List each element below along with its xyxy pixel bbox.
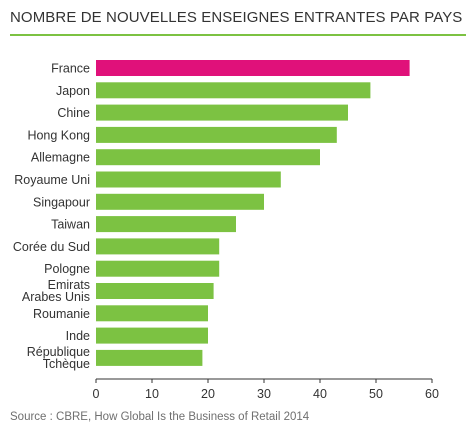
category-label-9: Pologne <box>44 262 90 276</box>
bar-7 <box>96 216 236 233</box>
category-label-1: Japon <box>56 84 90 98</box>
source-note: Source : CBRE, How Global Is the Busines… <box>10 411 310 423</box>
bar-6 <box>96 193 264 210</box>
category-label-12: Inde <box>66 329 90 343</box>
bar-8 <box>96 238 220 255</box>
bar-11 <box>96 305 208 322</box>
bar-0 <box>96 60 410 76</box>
x-tick-label-2: 20 <box>201 387 215 400</box>
category-label-8: Corée du Sud <box>13 240 90 254</box>
x-tick-label-3: 30 <box>257 387 271 400</box>
category-label-10: Emirats Arabes Unis <box>22 278 90 304</box>
x-tick-label-0: 0 <box>93 387 100 400</box>
x-tick-label-6: 60 <box>425 387 439 400</box>
bar-3 <box>96 126 337 143</box>
bar-4 <box>96 149 320 166</box>
bar-chart-plot: France Japon Chine Hong Kong Allemagne Royaum… <box>13 60 439 400</box>
title-underline <box>10 34 466 36</box>
bar-2 <box>96 104 348 121</box>
x-tick-label-5: 50 <box>369 387 383 400</box>
chart-title: NOMBRE DE NOUVELLES ENSEIGNES ENTRANTES … <box>10 9 463 26</box>
x-tick-label-1: 10 <box>145 387 159 400</box>
category-label-11: Roumanie <box>33 307 90 321</box>
category-label-5: Royaume Uni <box>14 173 90 187</box>
x-tick-label-4: 40 <box>313 387 327 400</box>
category-label-0: France <box>51 62 90 76</box>
category-label-2: Chine <box>57 106 90 120</box>
bar-5 <box>96 171 281 188</box>
category-label-6: Singapour <box>33 195 90 209</box>
bar-10 <box>96 283 214 299</box>
bar-9 <box>96 260 220 277</box>
bar-12 <box>96 327 208 344</box>
bar-1 <box>96 82 371 99</box>
category-label-4: Allemagne <box>31 151 90 165</box>
bar-13 <box>96 349 203 366</box>
category-label-3: Hong Kong <box>27 128 90 142</box>
category-label-13: République Tchèque <box>27 345 90 371</box>
category-label-7: Taiwan <box>51 218 90 232</box>
